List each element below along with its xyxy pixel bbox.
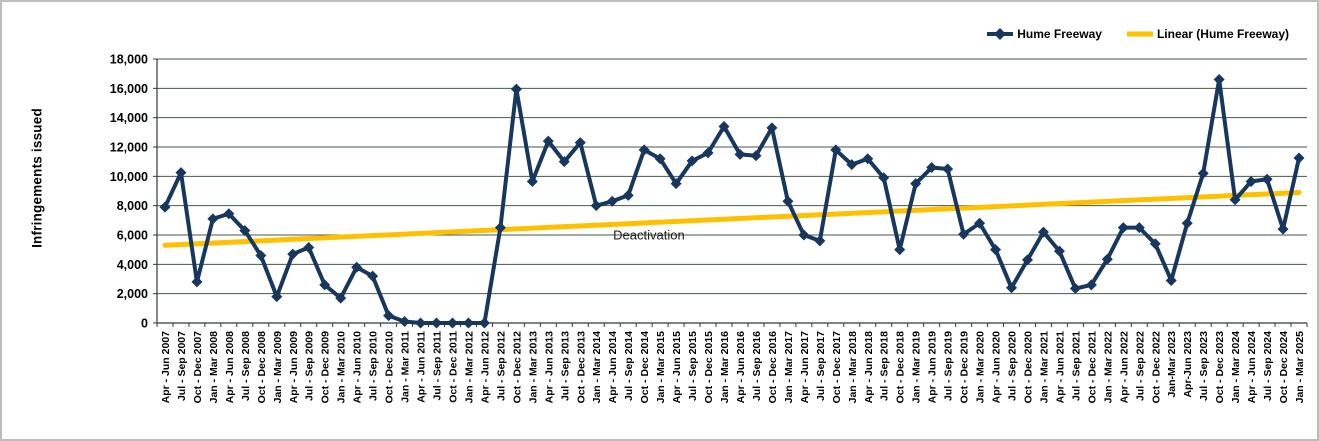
svg-text:Jul - Sep 2016: Jul - Sep 2016: [751, 331, 763, 401]
svg-text:Apr - Jun 2020: Apr - Jun 2020: [991, 331, 1003, 404]
svg-text:Jul - Sep 2022: Jul - Sep 2022: [1134, 331, 1146, 401]
svg-text:Jul - Sep 2024: Jul - Sep 2024: [1262, 331, 1274, 401]
svg-text:Jan - Mar 2015: Jan - Mar 2015: [655, 331, 667, 404]
svg-text:16,000: 16,000: [110, 82, 148, 96]
svg-text:Jan - Mar 2019: Jan - Mar 2019: [911, 331, 923, 404]
svg-text:12,000: 12,000: [110, 141, 148, 155]
svg-text:Jul - Sep 2014: Jul - Sep 2014: [623, 331, 635, 401]
deactivation-annotation: Deactivation: [613, 227, 685, 243]
svg-text:Jul - Sep 2007: Jul - Sep 2007: [176, 331, 188, 401]
svg-text:Jan - Mar 2022: Jan - Mar 2022: [1102, 331, 1114, 404]
legend-item-linear-trend: Linear (Hume Freeway): [1126, 27, 1289, 41]
svg-text:Apr - Jun 2024: Apr - Jun 2024: [1246, 331, 1258, 404]
svg-text:Jul - Sep 2011: Jul - Sep 2011: [432, 331, 444, 401]
series-line-diamond-marker-icon: [987, 28, 1014, 40]
trend-line-marker-icon: [1126, 31, 1153, 37]
svg-text:0: 0: [141, 317, 148, 331]
svg-text:Oct - Dec 2020: Oct - Dec 2020: [1022, 331, 1034, 404]
svg-text:Jan - Mar 2010: Jan - Mar 2010: [336, 331, 348, 404]
svg-text:Oct - Dec 2012: Oct - Dec 2012: [511, 331, 523, 404]
svg-text:Apr - Jun 2011: Apr - Jun 2011: [416, 331, 428, 403]
svg-text:Oct - Dec 2007: Oct - Dec 2007: [192, 331, 204, 404]
svg-text:Apr - Jun 2021: Apr - Jun 2021: [1054, 331, 1066, 404]
svg-text:Jul - Sep 2008: Jul - Sep 2008: [240, 331, 252, 401]
svg-text:Oct - Dec 2024: Oct - Dec 2024: [1278, 331, 1290, 404]
svg-text:Oct - Dec 2010: Oct - Dec 2010: [384, 331, 396, 404]
svg-text:Jan - Mar 2018: Jan - Mar 2018: [847, 331, 859, 404]
svg-text:Apr - Jun 2013: Apr - Jun 2013: [543, 331, 555, 404]
svg-text:Oct - Dec 2011: Oct - Dec 2011: [447, 331, 459, 403]
svg-text:Jul - Sep 2012: Jul - Sep 2012: [495, 331, 507, 401]
svg-text:Jan - Mar 2017: Jan - Mar 2017: [783, 331, 795, 404]
svg-text:Jan - Mar 2020: Jan - Mar 2020: [975, 331, 987, 404]
svg-text:Jul - Sep 2019: Jul - Sep 2019: [943, 331, 955, 401]
svg-text:Jan - Mar 2024: Jan - Mar 2024: [1230, 331, 1242, 404]
svg-text:Apr - Jun 2009: Apr - Jun 2009: [288, 331, 300, 404]
svg-text:Jul - Sep 2017: Jul - Sep 2017: [815, 331, 827, 401]
svg-text:Jan - Mar 2013: Jan - Mar 2013: [527, 331, 539, 404]
svg-text:14,000: 14,000: [110, 111, 148, 125]
svg-text:10,000: 10,000: [110, 170, 148, 184]
svg-text:Jul - Sep 2009: Jul - Sep 2009: [304, 331, 316, 401]
legend-item-hume-freeway: Hume Freeway: [986, 27, 1102, 41]
svg-text:Oct - Dec 2013: Oct - Dec 2013: [575, 331, 587, 404]
svg-text:Jul - Sep 2021: Jul - Sep 2021: [1070, 331, 1082, 401]
svg-text:Apr - Jun 2017: Apr - Jun 2017: [799, 331, 811, 404]
svg-text:Jan - Mar 2025: Jan - Mar 2025: [1294, 331, 1306, 404]
svg-text:Jan - Mar 2009: Jan - Mar 2009: [272, 331, 284, 404]
svg-text:Apr - Jun 2014: Apr - Jun 2014: [607, 331, 619, 404]
chart-legend: Hume Freeway Linear (Hume Freeway): [986, 27, 1289, 41]
svg-text:Oct - Dec 2016: Oct - Dec 2016: [767, 331, 779, 404]
svg-text:6,000: 6,000: [117, 229, 148, 243]
svg-text:Oct - Dec 2008: Oct - Dec 2008: [256, 331, 268, 404]
svg-text:Oct - Dec 2009: Oct - Dec 2009: [320, 331, 332, 404]
svg-text:Jan - Mar 2011: Jan - Mar 2011: [400, 331, 412, 403]
svg-text:Jan - Mar 2008: Jan - Mar 2008: [208, 331, 220, 404]
svg-text:Jul - Sep 2020: Jul - Sep 2020: [1007, 331, 1019, 401]
svg-text:Apr - Jun 2018: Apr - Jun 2018: [863, 331, 875, 404]
svg-text:Apr - Jun 2007: Apr - Jun 2007: [160, 331, 172, 404]
svg-text:Jul - Sep 2018: Jul - Sep 2018: [879, 331, 891, 401]
svg-text:Oct - Dec 2023: Oct - Dec 2023: [1214, 331, 1226, 404]
svg-text:Jul - Sep 2015: Jul - Sep 2015: [687, 331, 699, 401]
svg-text:Jul - Sep 2010: Jul - Sep 2010: [368, 331, 380, 401]
svg-text:Jan - Mar 2016: Jan - Mar 2016: [719, 331, 731, 404]
svg-text:Apr - Jun 2015: Apr - Jun 2015: [671, 331, 683, 404]
svg-text:Jan - Mar 2012: Jan - Mar 2012: [463, 331, 475, 404]
svg-text:Oct - Dec 2014: Oct - Dec 2014: [639, 331, 651, 404]
svg-text:Jul - Sep 2013: Jul - Sep 2013: [559, 331, 571, 401]
svg-text:18,000: 18,000: [110, 53, 148, 67]
svg-text:Apr - Jun 2010: Apr - Jun 2010: [352, 331, 364, 404]
y-axis-title: Infringements issued: [29, 108, 45, 248]
svg-text:Apr - Jun 2019: Apr - Jun 2019: [927, 331, 939, 404]
svg-text:Jan - Mar 2014: Jan - Mar 2014: [591, 331, 603, 404]
svg-text:Apr - Jun 2008: Apr - Jun 2008: [224, 331, 236, 404]
svg-text:4,000: 4,000: [117, 258, 148, 272]
svg-text:2,000: 2,000: [117, 287, 148, 301]
svg-text:Apr-Jun 2023: Apr-Jun 2023: [1182, 331, 1194, 398]
svg-text:Apr - Jun 2012: Apr - Jun 2012: [479, 331, 491, 404]
svg-text:Jan-Mar 2023: Jan-Mar 2023: [1166, 331, 1178, 398]
svg-text:Oct - Dec 2015: Oct - Dec 2015: [703, 331, 715, 404]
svg-text:8,000: 8,000: [117, 199, 148, 213]
legend-label-linear-trend: Linear (Hume Freeway): [1156, 27, 1289, 41]
svg-text:Oct - Dec 2021: Oct - Dec 2021: [1086, 331, 1098, 404]
svg-text:Apr - Jun 2016: Apr - Jun 2016: [735, 331, 747, 404]
svg-text:Apr - Jun 2022: Apr - Jun 2022: [1118, 331, 1130, 404]
svg-text:Oct - Dec 2019: Oct - Dec 2019: [959, 331, 971, 404]
svg-text:Oct - Dec 2018: Oct - Dec 2018: [895, 331, 907, 404]
svg-text:Oct - Dec 2022: Oct - Dec 2022: [1150, 331, 1162, 404]
legend-label-hume-freeway: Hume Freeway: [1017, 27, 1102, 41]
svg-text:Jul - Sep 2023: Jul - Sep 2023: [1198, 331, 1210, 401]
svg-text:Oct - Dec 2017: Oct - Dec 2017: [831, 331, 843, 404]
svg-text:Jan - Mar 2021: Jan - Mar 2021: [1038, 331, 1050, 404]
